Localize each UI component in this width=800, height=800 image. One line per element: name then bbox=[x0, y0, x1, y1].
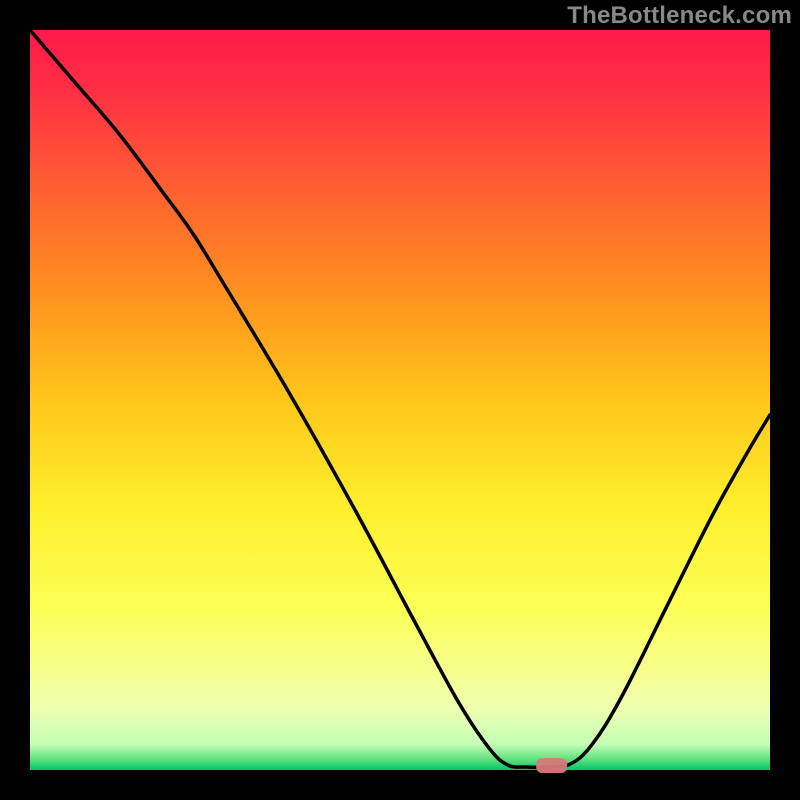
optimal-marker bbox=[536, 758, 567, 773]
chart-container: TheBottleneck.com bbox=[0, 0, 800, 800]
watermark-text: TheBottleneck.com bbox=[567, 2, 792, 30]
chart-background-gradient bbox=[30, 30, 770, 770]
bottleneck-chart bbox=[0, 0, 800, 800]
